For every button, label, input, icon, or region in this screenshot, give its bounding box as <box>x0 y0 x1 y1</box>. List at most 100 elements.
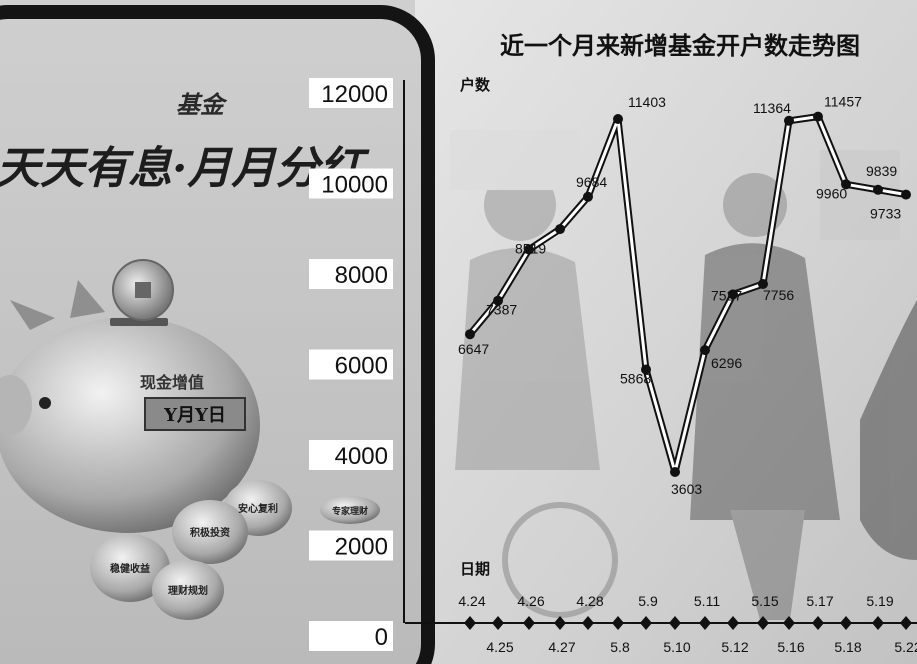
y-tick-box <box>309 78 393 108</box>
x-tick-marker <box>523 616 535 630</box>
data-point <box>613 114 623 124</box>
x-tick-marker <box>783 616 795 630</box>
x-tick-marker <box>757 616 769 630</box>
y-tick-label: 6000 <box>335 353 388 380</box>
y-tick-box <box>309 621 393 651</box>
pig-tag: 稳健收益 <box>110 562 150 575</box>
pig-tag: 安心复利 <box>238 502 278 515</box>
piggy-bank <box>0 317 260 533</box>
y-tick-box <box>309 259 393 289</box>
data-point <box>901 189 911 200</box>
data-label: 7756 <box>763 287 794 303</box>
y-tick-box <box>309 530 393 561</box>
x-tick-marker <box>640 616 652 630</box>
y-tick-box <box>309 440 393 470</box>
data-label: 9960 <box>816 185 847 201</box>
x-axis: 4.24 4.25 4.26 4.27 4.28 5.8 5.9 5.10 5.11 5.12 5.… <box>405 593 917 655</box>
y-tick-label: 8000 <box>335 262 388 289</box>
x-tick-label: 4.26 <box>517 593 544 609</box>
x-axis-label: 日期 <box>460 560 490 578</box>
x-tick-label: 5.22 <box>894 639 917 655</box>
x-tick-label: 5.17 <box>806 593 833 609</box>
data-point <box>524 244 534 255</box>
cash-tag: 现金增值 <box>140 373 204 392</box>
x-tick-marker <box>464 616 476 630</box>
data-label: 7527 <box>711 287 742 303</box>
data-point <box>670 467 680 477</box>
x-tick-label: 5.11 <box>694 593 720 609</box>
y-tick-box <box>309 349 393 380</box>
y-tick-label: 4000 <box>335 443 388 470</box>
y-axis-label: 户数 <box>460 76 491 94</box>
x-tick-label: 4.25 <box>486 639 513 655</box>
data-point <box>583 191 593 202</box>
series-line-inner <box>468 115 907 474</box>
x-tick-label: 4.27 <box>548 639 575 655</box>
data-labels: 6647 7387 8519 9684 11403 5868 3603 6296 7527 775… <box>458 94 901 497</box>
chart-title: 近一个月来新增基金开户数走势图 <box>500 32 860 60</box>
pig-tag: 积极投资 <box>190 526 230 539</box>
x-tick-label: 4.24 <box>458 593 485 609</box>
x-tick-label: 5.15 <box>751 593 778 609</box>
x-tick-marker <box>812 616 824 630</box>
data-point <box>555 224 565 235</box>
data-point <box>493 295 503 306</box>
pig-tag: 理财规划 <box>168 584 208 597</box>
x-tick-marker <box>582 616 594 630</box>
x-tick-label: 5.9 <box>638 593 658 609</box>
x-tick-marker <box>669 616 681 630</box>
data-point <box>728 289 738 300</box>
small-pigs: 安心复利 积极投资 稳健收益 理财规划 专家理财 <box>90 480 380 620</box>
data-point <box>813 111 823 122</box>
x-tick-label: 5.19 <box>866 593 893 609</box>
data-label: 11457 <box>824 94 862 110</box>
data-label: 9684 <box>576 174 607 190</box>
data-point <box>641 364 651 375</box>
data-point <box>700 345 710 356</box>
x-tick-marker <box>612 616 624 630</box>
series-line <box>467 113 907 476</box>
data-label: 3603 <box>671 481 702 497</box>
x-tick-label: 5.18 <box>834 639 861 655</box>
data-point <box>841 179 851 190</box>
data-label: 8519 <box>515 241 546 257</box>
data-point <box>784 115 794 126</box>
data-label: 7387 <box>486 302 517 318</box>
x-tick-marker <box>900 616 912 630</box>
data-point <box>465 329 475 340</box>
data-point <box>873 184 883 195</box>
poster-art: 基金 天天有息·月月分红 现金增值 Y月Y日 安心复利 积极投资 稳健收益 理财… <box>0 90 380 620</box>
x-tick-label: 5.10 <box>663 639 690 655</box>
data-points <box>465 111 911 477</box>
y-tick-label: 12000 <box>321 81 388 108</box>
x-tick-marker <box>492 616 504 630</box>
y-tick-label: 2000 <box>335 534 388 561</box>
x-tick-label: 5.12 <box>721 639 748 655</box>
data-label: 6647 <box>458 341 489 357</box>
x-tick-marker <box>872 616 884 630</box>
y-tick-box <box>309 168 393 199</box>
data-label: 9839 <box>866 163 897 179</box>
date-plate: Y月Y日 <box>163 405 226 426</box>
x-tick-marker <box>840 616 852 630</box>
x-tick-label: 4.28 <box>576 593 603 609</box>
y-tick-label: 0 <box>375 624 388 651</box>
pig-tag: 专家理财 <box>332 505 368 517</box>
data-point <box>758 279 768 289</box>
x-tick-marker <box>699 616 711 630</box>
x-tick-marker <box>727 616 739 630</box>
x-tick-marker <box>554 616 566 630</box>
slogan-text: 天天有息·月月分红 <box>0 143 370 194</box>
data-label: 5868 <box>620 370 651 386</box>
data-label: 11403 <box>628 94 666 110</box>
y-ticks: 12000 10000 8000 6000 4000 2000 0 <box>309 78 393 651</box>
y-tick-label: 10000 <box>321 172 388 199</box>
data-label: 9733 <box>870 206 901 222</box>
x-tick-label: 5.8 <box>610 639 630 655</box>
brand-label: 基金 <box>176 90 228 119</box>
data-label: 6296 <box>711 355 742 371</box>
data-label: 11364 <box>753 100 791 116</box>
x-tick-label: 5.16 <box>777 639 804 655</box>
